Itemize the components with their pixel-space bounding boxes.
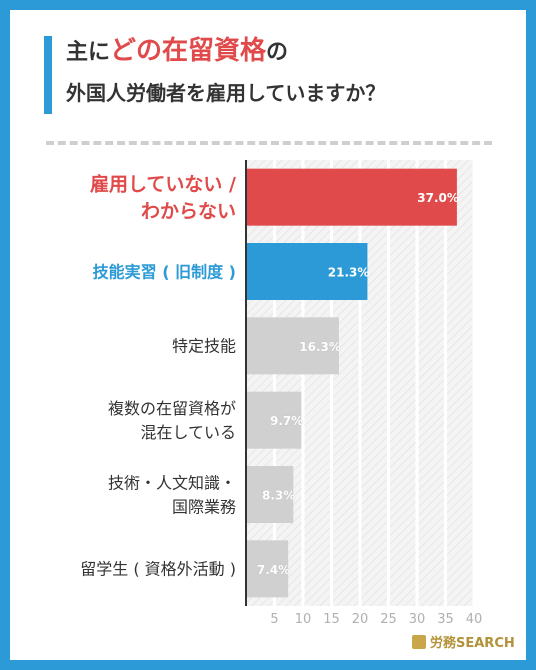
x-tick-label: 35 xyxy=(437,612,454,627)
category-label: 雇用していない / xyxy=(90,173,236,196)
chart-title: 主にどの在留資格の 外国人労働者を雇用していますか？ xyxy=(66,34,506,110)
brand-logo: 労務SEARCH xyxy=(412,632,515,651)
value-label: 9.7% xyxy=(270,414,303,428)
category-label: 混在している xyxy=(140,423,236,442)
category-label: 国際業務 xyxy=(172,497,236,516)
bar xyxy=(246,540,289,598)
title-line-1: 主にどの在留資格の xyxy=(66,34,506,70)
x-tick-label: 5 xyxy=(270,612,278,627)
brand-name: 労務SEARCH xyxy=(430,636,515,651)
brand-icon xyxy=(412,634,426,649)
x-tick-label: 10 xyxy=(295,612,312,627)
bar xyxy=(246,168,457,226)
category-label: 特定技能 xyxy=(172,337,236,356)
x-tick-label: 15 xyxy=(323,612,340,627)
title-accent-bar xyxy=(44,36,52,114)
bar xyxy=(246,391,302,449)
title-prefix: 主に xyxy=(66,40,111,65)
value-label: 37.0% xyxy=(417,191,459,205)
category-label: 留学生 ( 資格外活動 ) xyxy=(80,560,236,579)
category-label: 技術・人文知識・ xyxy=(108,473,236,492)
title-line-2: 外国人労働者を雇用していますか？ xyxy=(66,81,386,105)
value-label: 21.3% xyxy=(328,266,370,280)
bar xyxy=(246,317,339,375)
bar xyxy=(246,466,294,523)
value-label: 8.3% xyxy=(262,489,295,503)
value-label: 16.3% xyxy=(299,340,341,354)
value-label: 7.4% xyxy=(257,563,290,577)
category-label: 複数の在留資格が xyxy=(108,399,236,418)
x-tick-label: 20 xyxy=(352,612,369,627)
x-tick-label: 30 xyxy=(409,612,426,627)
title-highlight: どの在留資格 xyxy=(110,36,267,66)
title-suffix: の xyxy=(266,40,289,65)
category-label: わからない xyxy=(141,201,236,223)
x-tick-label: 25 xyxy=(380,612,397,627)
category-label: 技能実習 ( 旧制度 ) xyxy=(93,262,236,281)
dashed-divider xyxy=(46,141,492,145)
bar xyxy=(246,243,368,300)
x-tick-label: 40 xyxy=(466,612,483,627)
